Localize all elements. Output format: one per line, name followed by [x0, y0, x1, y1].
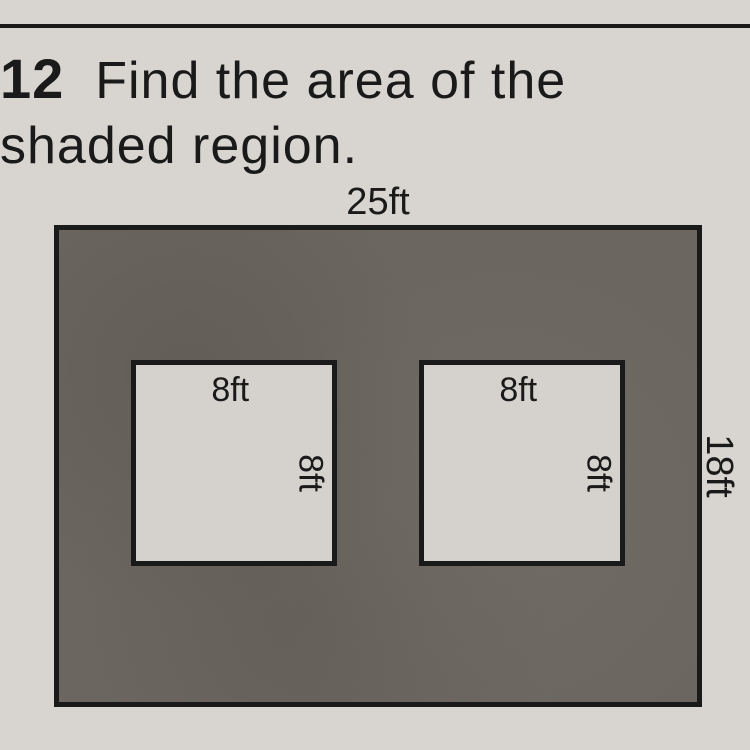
- area-diagram: 25ft 18ft 8ft 8ft 8ft 8ft: [54, 225, 702, 707]
- cutout-left-height-label: 8ft: [291, 454, 330, 492]
- cutout-right-width-label: 8ft: [499, 371, 537, 410]
- worksheet-page: 12 Find the area of the shaded region. 2…: [0, 0, 750, 750]
- top-rule: [0, 24, 750, 28]
- cutout-left-width-label: 8ft: [211, 371, 249, 410]
- problem-line1: Find the area of the: [95, 52, 566, 110]
- problem-statement: 12 Find the area of the shaded region.: [0, 44, 566, 179]
- outer-rectangle: 8ft 8ft 8ft 8ft: [54, 225, 702, 707]
- cutout-square-left: 8ft 8ft: [131, 360, 337, 566]
- outer-width-label: 25ft: [346, 181, 409, 224]
- outer-height-label: 18ft: [697, 434, 740, 497]
- cutout-square-right: 8ft 8ft: [419, 360, 625, 566]
- problem-number: 12: [0, 47, 64, 110]
- cutout-right-height-label: 8ft: [579, 454, 618, 492]
- problem-line2: shaded region.: [0, 117, 358, 175]
